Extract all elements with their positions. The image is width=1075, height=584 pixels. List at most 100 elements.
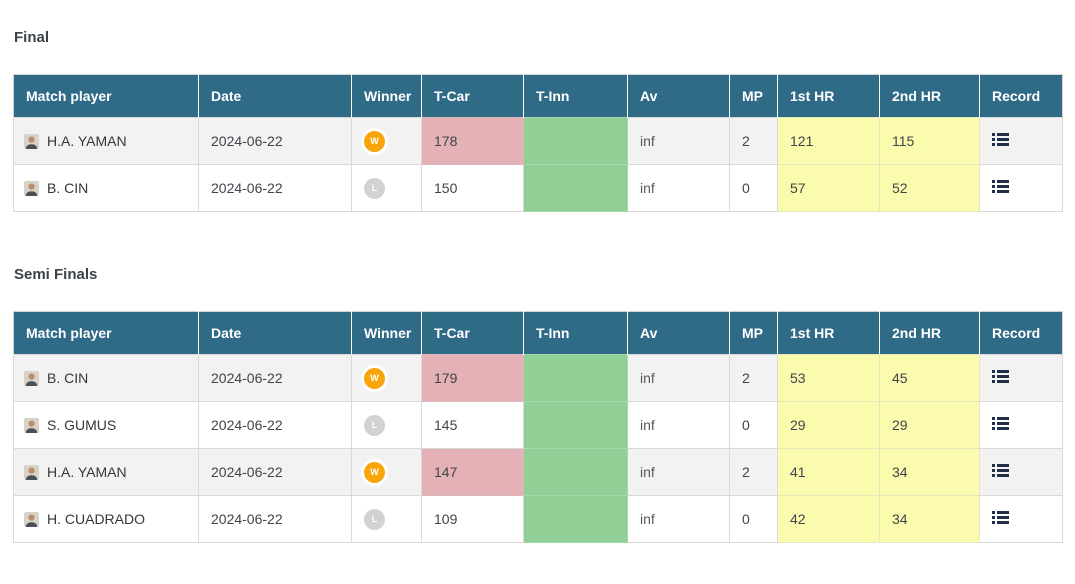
first-hr-value: 53 bbox=[777, 354, 880, 402]
results-table: Match player Date Winner T-Car T-Inn Av MP 1st … bbox=[13, 74, 1063, 212]
match-date: 2024-06-22 bbox=[198, 495, 352, 543]
column-header-match-player: Match player bbox=[13, 74, 199, 118]
column-header-date: Date bbox=[198, 74, 352, 118]
second-hr-value: 34 bbox=[879, 448, 980, 496]
player-avatar bbox=[24, 370, 39, 386]
table-header-row: Match player Date Winner T-Car T-Inn Av MP 1st … bbox=[13, 311, 1063, 355]
player-name: B. CIN bbox=[47, 180, 89, 196]
average-value: inf bbox=[627, 448, 730, 496]
match-date: 2024-06-22 bbox=[198, 117, 352, 165]
column-header-record: Record bbox=[979, 74, 1063, 118]
player-name: B. CIN bbox=[47, 370, 89, 386]
match-date: 2024-06-22 bbox=[198, 401, 352, 449]
t-inn-cell bbox=[523, 164, 628, 212]
record-list-icon[interactable] bbox=[992, 511, 1009, 524]
match-points-value: 2 bbox=[729, 117, 778, 165]
match-row: B. CIN 2024-06-22 L 150 inf 0 57 52 bbox=[13, 164, 1063, 212]
match-row: S. GUMUS 2024-06-22 L 145 inf 0 29 29 bbox=[13, 401, 1063, 449]
match-date: 2024-06-22 bbox=[198, 164, 352, 212]
match-row: H.A. YAMAN 2024-06-22 W 178 inf 2 121 11… bbox=[13, 117, 1063, 165]
first-hr-value: 42 bbox=[777, 495, 880, 543]
section-title: Semi Finals bbox=[14, 266, 98, 283]
record-list-icon[interactable] bbox=[992, 464, 1009, 477]
column-header-av: Av bbox=[627, 311, 730, 355]
t-car-value: 147 bbox=[421, 448, 524, 496]
column-header-mp: MP bbox=[729, 311, 778, 355]
player-name: H.A. YAMAN bbox=[47, 464, 127, 480]
t-inn-cell bbox=[523, 495, 628, 543]
player-avatar bbox=[24, 133, 39, 149]
second-hr-value: 45 bbox=[879, 354, 980, 402]
column-header-2nd-hr: 2nd HR bbox=[879, 74, 980, 118]
player-avatar bbox=[24, 417, 39, 433]
winner-badge: W bbox=[364, 461, 385, 483]
column-header-t-inn: T-Inn bbox=[523, 74, 628, 118]
match-points-value: 0 bbox=[729, 164, 778, 212]
column-header-match-player: Match player bbox=[13, 311, 199, 355]
player-avatar bbox=[24, 464, 39, 480]
player-name: H. CUADRADO bbox=[47, 511, 146, 527]
average-value: inf bbox=[627, 164, 730, 212]
winner-badge: L bbox=[364, 177, 385, 199]
second-hr-value: 115 bbox=[879, 117, 980, 165]
match-row: B. CIN 2024-06-22 W 179 inf 2 53 45 bbox=[13, 354, 1063, 402]
t-inn-cell bbox=[523, 448, 628, 496]
match-date: 2024-06-22 bbox=[198, 354, 352, 402]
match-date: 2024-06-22 bbox=[198, 448, 352, 496]
t-inn-cell bbox=[523, 354, 628, 402]
player-name: H.A. YAMAN bbox=[47, 133, 127, 149]
second-hr-value: 34 bbox=[879, 495, 980, 543]
first-hr-value: 121 bbox=[777, 117, 880, 165]
average-value: inf bbox=[627, 495, 730, 543]
winner-badge: L bbox=[364, 508, 385, 530]
section-title: Final bbox=[14, 29, 50, 46]
column-header-av: Av bbox=[627, 74, 730, 118]
first-hr-value: 57 bbox=[777, 164, 880, 212]
column-header-record: Record bbox=[979, 311, 1063, 355]
bracket-section: Semi Finals Match player Date Winner T-Car T… bbox=[13, 266, 1063, 543]
column-header-t-inn: T-Inn bbox=[523, 311, 628, 355]
player-avatar bbox=[24, 180, 39, 196]
second-hr-value: 29 bbox=[879, 401, 980, 449]
t-car-value: 109 bbox=[421, 495, 524, 543]
match-row: H. CUADRADO 2024-06-22 L 109 inf 0 42 34 bbox=[13, 495, 1063, 543]
column-header-t-car: T-Car bbox=[421, 74, 524, 118]
column-header-winner: Winner bbox=[351, 311, 422, 355]
winner-badge: W bbox=[364, 367, 385, 389]
match-row: H.A. YAMAN 2024-06-22 W 147 inf 2 41 34 bbox=[13, 448, 1063, 496]
winner-badge: W bbox=[364, 130, 385, 152]
bracket-section: Final Match player Date Winner T-Car T-Inn Av… bbox=[13, 29, 1063, 212]
column-header-t-car: T-Car bbox=[421, 311, 524, 355]
table-header-row: Match player Date Winner T-Car T-Inn Av MP 1st … bbox=[13, 74, 1063, 118]
record-list-icon[interactable] bbox=[992, 370, 1009, 383]
average-value: inf bbox=[627, 401, 730, 449]
match-points-value: 0 bbox=[729, 401, 778, 449]
match-points-value: 0 bbox=[729, 495, 778, 543]
average-value: inf bbox=[627, 354, 730, 402]
winner-badge: L bbox=[364, 414, 385, 436]
first-hr-value: 41 bbox=[777, 448, 880, 496]
column-header-winner: Winner bbox=[351, 74, 422, 118]
match-points-value: 2 bbox=[729, 354, 778, 402]
column-header-2nd-hr: 2nd HR bbox=[879, 311, 980, 355]
t-car-value: 178 bbox=[421, 117, 524, 165]
record-list-icon[interactable] bbox=[992, 417, 1009, 430]
column-header-1st-hr: 1st HR bbox=[777, 311, 880, 355]
t-car-value: 145 bbox=[421, 401, 524, 449]
record-list-icon[interactable] bbox=[992, 133, 1009, 146]
second-hr-value: 52 bbox=[879, 164, 980, 212]
t-car-value: 179 bbox=[421, 354, 524, 402]
match-points-value: 2 bbox=[729, 448, 778, 496]
average-value: inf bbox=[627, 117, 730, 165]
results-table: Match player Date Winner T-Car T-Inn Av MP 1st … bbox=[13, 311, 1063, 543]
t-car-value: 150 bbox=[421, 164, 524, 212]
column-header-mp: MP bbox=[729, 74, 778, 118]
player-avatar bbox=[24, 511, 39, 527]
record-list-icon[interactable] bbox=[992, 180, 1009, 193]
player-name: S. GUMUS bbox=[47, 417, 117, 433]
t-inn-cell bbox=[523, 117, 628, 165]
tournament-results-page: Final Match player Date Winner T-Car T-Inn Av… bbox=[0, 29, 1075, 543]
first-hr-value: 29 bbox=[777, 401, 880, 449]
column-header-1st-hr: 1st HR bbox=[777, 74, 880, 118]
t-inn-cell bbox=[523, 401, 628, 449]
